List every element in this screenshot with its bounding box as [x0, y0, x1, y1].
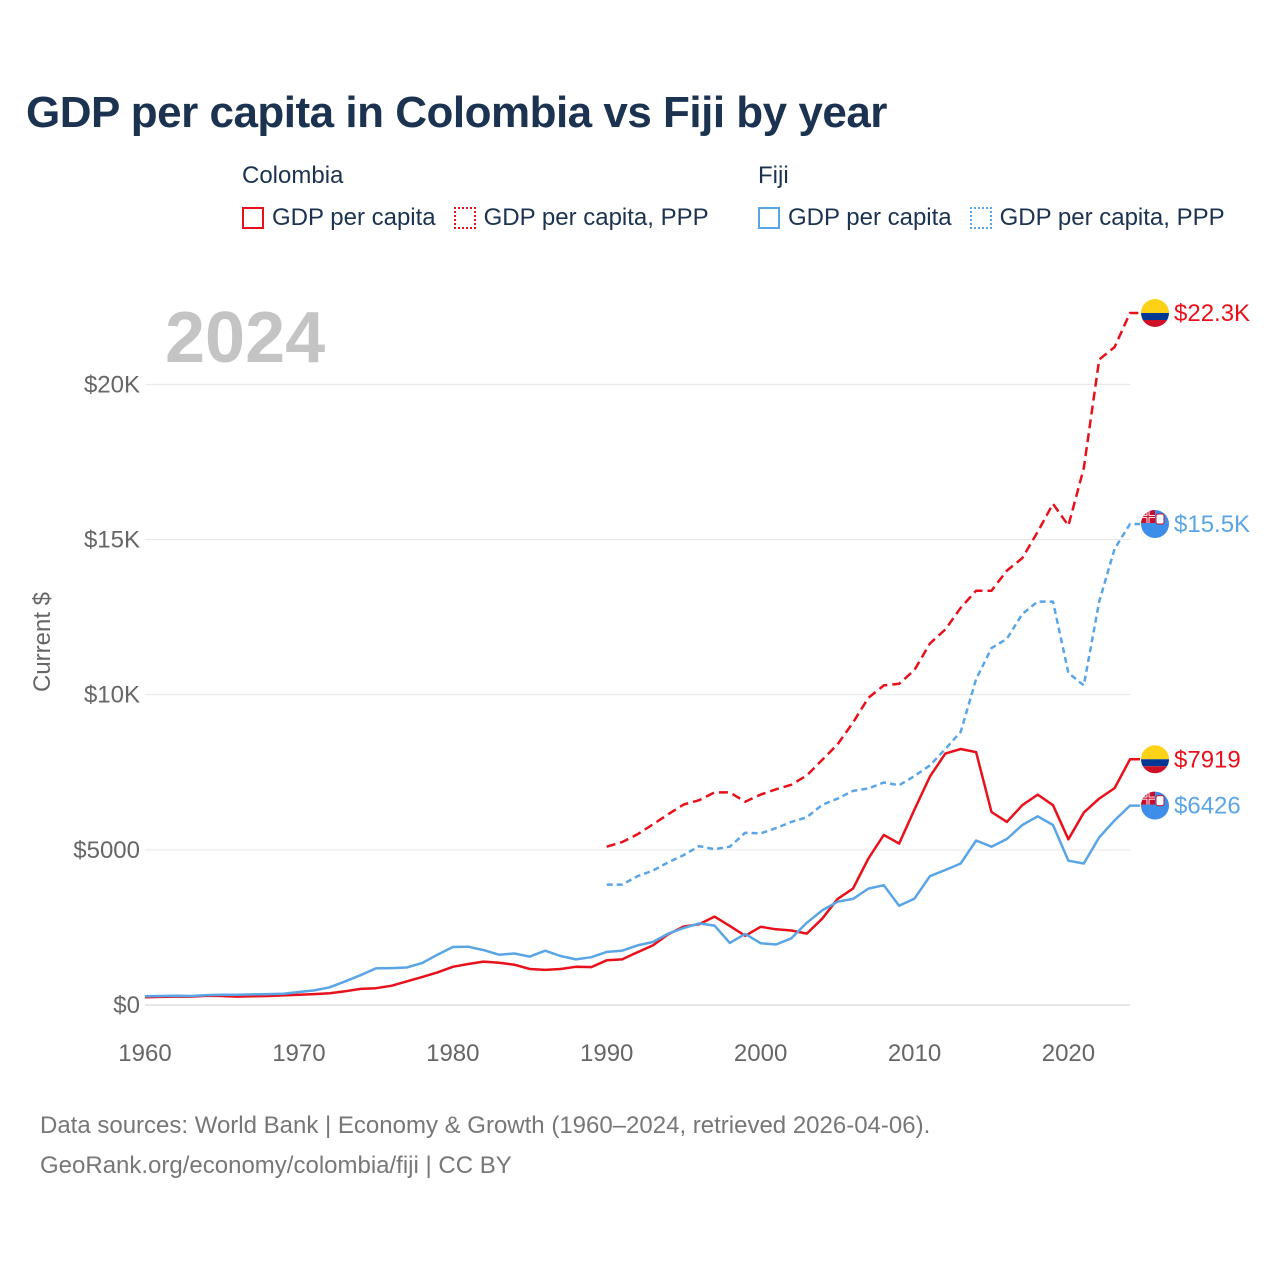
y-tick-label: $10K — [84, 682, 140, 709]
series-end-markers: $7919 $22.3K $6426 $15.5K — [1141, 299, 1250, 820]
legend-group-name: Fiji — [758, 162, 789, 189]
legend-swatch-dotted-icon — [969, 207, 992, 229]
legend-group-fiji: Fiji GDP per capita GDP per capita, PPP — [758, 162, 1243, 232]
x-tick-label: 1960 — [118, 1040, 171, 1067]
y-tick-label: $0 — [113, 992, 140, 1019]
fiji-flag-icon — [1141, 791, 1169, 820]
y-tick-label: $5000 — [73, 837, 140, 864]
legend-item-colombia-ppp[interactable]: GDP per capita, PPP — [453, 204, 709, 232]
legend-swatch-dotted-icon — [453, 207, 476, 229]
legend-label: GDP per capita — [788, 204, 952, 231]
y-axis-label: Current $ — [29, 592, 56, 692]
legend-group-name: Colombia — [242, 162, 344, 189]
legend-swatch-solid-icon — [242, 207, 264, 229]
x-tick-label: 2010 — [888, 1040, 941, 1067]
x-tick-label: 1970 — [272, 1040, 325, 1067]
x-tick-label: 2000 — [734, 1040, 787, 1067]
legend-label: GDP per capita — [272, 204, 436, 231]
series-line-2 — [144, 804, 1140, 998]
series-lines — [144, 311, 1140, 999]
fiji-flag-icon — [1141, 510, 1169, 539]
chart-title: GDP per capita in Colombia vs Fiji by ye… — [26, 88, 887, 137]
series-line-3 — [606, 522, 1140, 886]
y-tick-label: $20K — [84, 371, 140, 398]
legend-label: GDP per capita, PPP — [999, 204, 1225, 231]
y-axis-ticks: $0 $5000 $10K $15K $20K — [73, 371, 140, 1019]
x-axis-ticks: 1960 1970 1980 1990 2000 2010 2020 — [118, 1040, 1095, 1067]
legend-item-colombia-gdp[interactable]: GDP per capita — [242, 204, 436, 232]
series-end-label: $22.3K — [1174, 300, 1250, 327]
x-tick-label: 2020 — [1042, 1040, 1095, 1067]
grid-lines — [145, 383, 1130, 1006]
year-watermark: 2024 — [165, 298, 325, 378]
series-line-0 — [144, 747, 1140, 999]
legend-label: GDP per capita, PPP — [483, 204, 709, 231]
legend-swatch-solid-icon — [758, 207, 780, 229]
series-line-1 — [606, 311, 1140, 848]
y-tick-label: $15K — [84, 527, 140, 554]
x-tick-label: 1980 — [426, 1040, 479, 1067]
footer: Data sources: World Bank | Economy & Gro… — [40, 1106, 930, 1186]
x-tick-label: 1990 — [580, 1040, 633, 1067]
line-chart: 2024 $0 $5000 $10K $15K $20K 1960 1970 1980 199… — [29, 298, 1250, 1067]
legend-item-fiji-gdp[interactable]: GDP per capita — [758, 204, 952, 232]
legend-group-colombia: Colombia GDP per capita GDP per capita, … — [242, 162, 727, 232]
series-end-label: $6426 — [1174, 793, 1241, 820]
footer-sources: Data sources: World Bank | Economy & Gro… — [40, 1112, 931, 1139]
legend-item-fiji-ppp[interactable]: GDP per capita, PPP — [969, 204, 1225, 232]
series-end-label: $7919 — [1174, 746, 1241, 773]
colombia-flag-icon — [1141, 745, 1169, 774]
series-end-label: $15.5K — [1174, 511, 1250, 538]
footer-link[interactable]: GeoRank.org/economy/colombia/fiji | CC B… — [40, 1152, 512, 1179]
colombia-flag-icon — [1141, 299, 1169, 327]
